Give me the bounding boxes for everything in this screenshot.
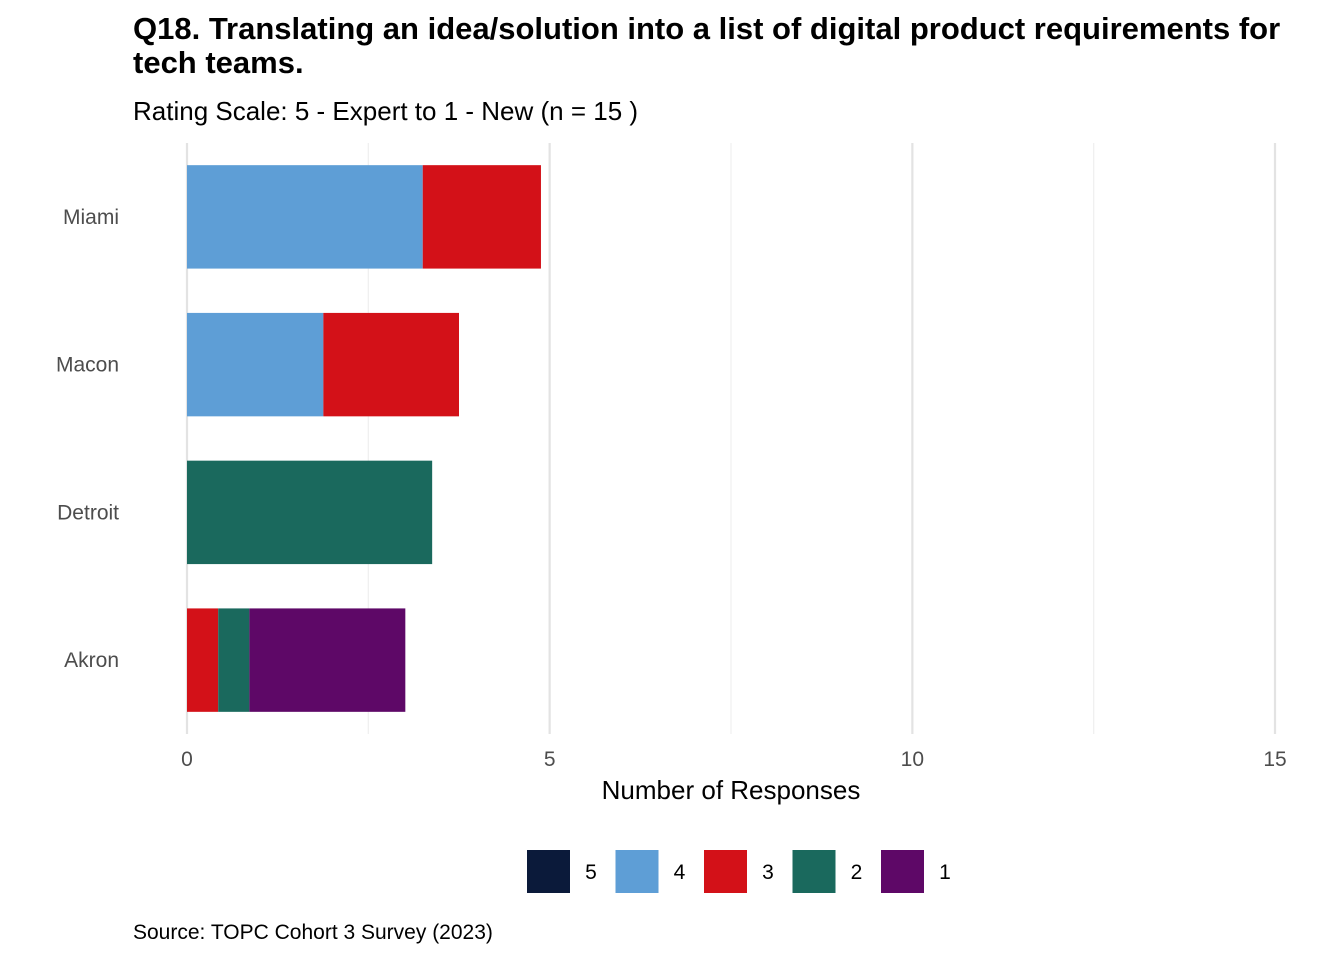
legend-label: 2 xyxy=(851,861,863,884)
legend-label: 3 xyxy=(762,861,774,884)
legend-item-3: 3 xyxy=(704,850,774,893)
x-tick-label: 5 xyxy=(544,748,556,771)
legend-label: 5 xyxy=(585,861,597,884)
legend-item-2: 2 xyxy=(792,850,863,893)
legend-item-1: 1 xyxy=(881,850,951,893)
bar-miami-rating-4 xyxy=(187,165,423,269)
chart-title: Q18. Translating an idea/solution into a… xyxy=(133,11,1281,80)
bar-detroit-rating-2 xyxy=(187,460,433,565)
y-tick-label: Miami xyxy=(63,206,119,229)
legend-key xyxy=(615,850,659,893)
bar-miami-rating-3 xyxy=(422,165,541,269)
bar-macon-rating-3 xyxy=(323,312,459,417)
legend-key xyxy=(792,850,836,893)
legend-item-5: 5 xyxy=(527,850,597,893)
bars xyxy=(187,165,541,712)
legend: 5 4 3 2 1 xyxy=(527,850,951,893)
legend-item-4: 4 xyxy=(615,850,686,893)
source-note: Source: TOPC Cohort 3 Survey (2023) xyxy=(133,921,493,944)
y-tick-label: Macon xyxy=(56,354,119,377)
y-tick-label: Detroit xyxy=(57,501,119,524)
legend-key xyxy=(704,850,747,893)
legend-label: 1 xyxy=(939,861,951,884)
bar-akron-rating-1 xyxy=(249,608,406,712)
legend-key xyxy=(881,850,924,893)
x-tick-label: 15 xyxy=(1263,748,1286,771)
x-axis-tick-labels: 0 5 10 15 xyxy=(181,748,1287,771)
x-axis-title: Number of Responses xyxy=(602,775,861,805)
legend-key xyxy=(527,850,570,893)
x-tick-label: 10 xyxy=(901,748,924,771)
y-tick-label: Akron xyxy=(64,649,119,672)
bar-macon-rating-4 xyxy=(187,312,324,417)
bar-akron-rating-3 xyxy=(187,608,219,712)
x-tick-label: 0 xyxy=(181,748,193,771)
bar-akron-rating-2 xyxy=(218,608,250,712)
legend-label: 4 xyxy=(674,861,686,884)
y-axis-tick-labels: Miami Macon Detroit Akron xyxy=(56,206,119,672)
chart-subtitle: Rating Scale: 5 - Expert to 1 - New (n =… xyxy=(133,96,639,126)
